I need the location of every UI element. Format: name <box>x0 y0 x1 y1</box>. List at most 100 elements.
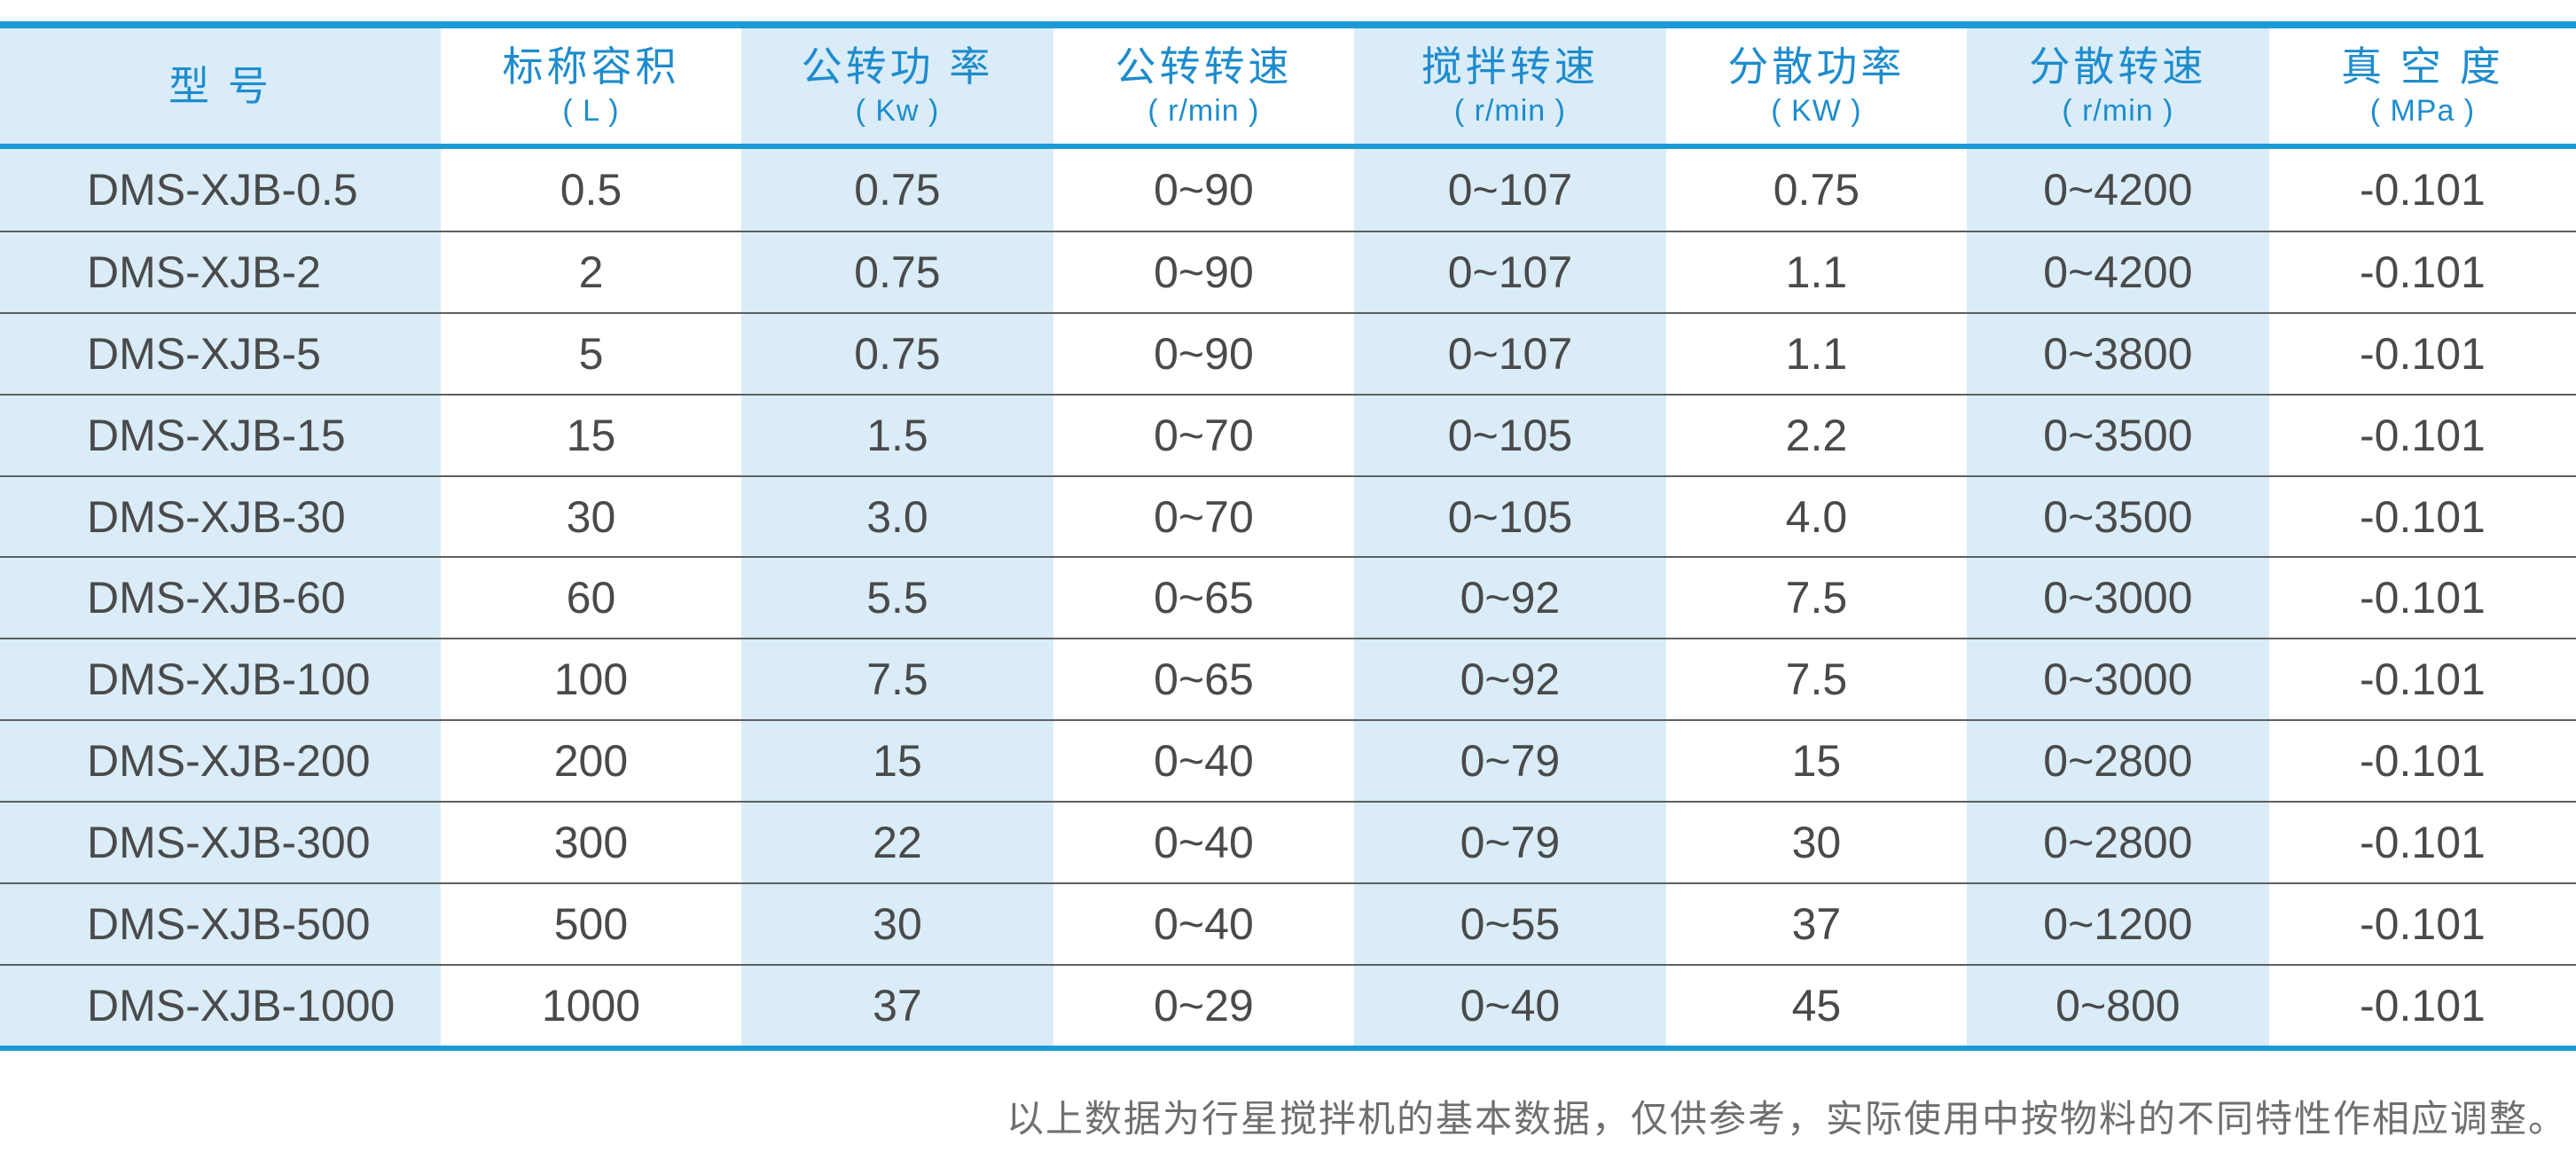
value-cell: 3.0 <box>740 476 1053 557</box>
value-cell: -0.101 <box>2268 231 2576 312</box>
value-cell: 1.5 <box>740 395 1053 475</box>
value-cell: 0~3000 <box>1966 558 2269 639</box>
value-cell: 0~3500 <box>1966 476 2269 557</box>
value-cell: 0~90 <box>1053 231 1354 312</box>
table-row: DMS-XJB-5 5 0.75 0~90 0~107 1.1 0~3800 -0.101 <box>0 311 2576 394</box>
value-cell: -0.101 <box>2268 965 2576 1046</box>
model-cell: DMS-XJB-200 <box>0 721 441 802</box>
column-title: 真 空 度 <box>2341 43 2504 90</box>
value-cell: 0~4200 <box>1966 149 2269 231</box>
value-cell: 0~70 <box>1053 476 1354 557</box>
value-cell: 7.5 <box>1665 639 1967 720</box>
value-cell: 0~4200 <box>1966 231 2269 312</box>
value-cell: -0.101 <box>2268 721 2576 802</box>
column-header-dispersion-power: 分散功率 ( KW ) <box>1665 28 1967 144</box>
value-cell: 0.5 <box>440 149 741 231</box>
value-cell: 2.2 <box>1665 395 1967 475</box>
value-cell: 0~107 <box>1353 231 1666 312</box>
value-cell: 60 <box>440 558 741 639</box>
spec-table: 型 号 标称容积 ( L ) 公转功 率 ( Kw ) 公转转速 ( r/min… <box>0 21 2576 1051</box>
table-row: DMS-XJB-100 100 7.5 0~65 0~92 7.5 0~3000 -0.101 <box>0 638 2576 720</box>
column-header-revolution-power: 公转功 率 ( Kw ) <box>740 28 1053 144</box>
value-cell: -0.101 <box>2268 803 2576 883</box>
column-header-revolution-speed: 公转转速 ( r/min ) <box>1053 28 1354 144</box>
model-cell: DMS-XJB-100 <box>0 639 441 720</box>
column-header-nominal-capacity: 标称容积 ( L ) <box>440 28 741 144</box>
value-cell: 0~3000 <box>1966 639 2269 720</box>
value-cell: 2 <box>440 231 741 312</box>
column-title: 标称容积 <box>502 43 680 90</box>
value-cell: 37 <box>1665 884 1967 964</box>
model-cell: DMS-XJB-500 <box>0 884 441 964</box>
value-cell: 15 <box>440 395 741 475</box>
value-cell: 0~40 <box>1053 803 1354 883</box>
value-cell: 1000 <box>440 965 741 1046</box>
column-title: 分散功率 <box>1727 43 1906 90</box>
value-cell: 0~90 <box>1053 313 1354 394</box>
value-cell: 1.1 <box>1665 313 1967 394</box>
value-cell: 0~2800 <box>1966 803 2269 883</box>
value-cell: 500 <box>440 884 741 964</box>
value-cell: 0.75 <box>740 313 1053 394</box>
value-cell: 30 <box>1665 803 1967 883</box>
value-cell: 30 <box>440 476 741 557</box>
value-cell: -0.101 <box>2268 395 2576 475</box>
value-cell: 0~40 <box>1053 721 1354 802</box>
value-cell: 0.75 <box>740 231 1053 312</box>
value-cell: 15 <box>740 721 1053 802</box>
value-cell: 37 <box>740 965 1053 1046</box>
value-cell: 5 <box>440 313 741 394</box>
value-cell: 0.75 <box>1665 149 1967 231</box>
value-cell: 0~3500 <box>1966 395 2269 475</box>
value-cell: 0~65 <box>1053 558 1354 639</box>
column-header-vacuum-degree: 真 空 度 ( MPa ) <box>2268 28 2576 144</box>
column-title: 分散转速 <box>2029 43 2207 90</box>
table-row: DMS-XJB-1000 1000 37 0~29 0~40 45 0~800 -0.101 <box>0 963 2576 1046</box>
model-cell: DMS-XJB-300 <box>0 803 441 883</box>
value-cell: 0~107 <box>1353 149 1666 231</box>
value-cell: 0~90 <box>1053 149 1354 231</box>
value-cell: -0.101 <box>2268 313 2576 394</box>
value-cell: 0~92 <box>1353 558 1666 639</box>
table-row: DMS-XJB-30 30 3.0 0~70 0~105 4.0 0~3500 -0.101 <box>0 474 2576 557</box>
value-cell: 7.5 <box>1665 558 1967 639</box>
value-cell: 200 <box>440 721 741 802</box>
value-cell: 0~65 <box>1053 639 1354 720</box>
column-unit: ( r/min ) <box>2062 93 2174 128</box>
model-cell: DMS-XJB-60 <box>0 558 441 639</box>
value-cell: -0.101 <box>2268 476 2576 557</box>
value-cell: 0~55 <box>1353 884 1666 964</box>
value-cell: -0.101 <box>2268 884 2576 964</box>
table-row: DMS-XJB-0.5 0.5 0.75 0~90 0~107 0.75 0~4200 -0.… <box>0 149 2576 231</box>
value-cell: 0~29 <box>1053 965 1354 1046</box>
table-row: DMS-XJB-300 300 22 0~40 0~79 30 0~2800 -0.101 <box>0 801 2576 883</box>
value-cell: 0~2800 <box>1966 721 2269 802</box>
value-cell: 300 <box>440 803 741 883</box>
value-cell: 0~92 <box>1353 639 1666 720</box>
column-unit: ( L ) <box>562 93 620 128</box>
table-row: DMS-XJB-60 60 5.5 0~65 0~92 7.5 0~3000 -0.101 <box>0 556 2576 639</box>
value-cell: 45 <box>1665 965 1967 1046</box>
table-row: DMS-XJB-200 200 15 0~40 0~79 15 0~2800 -0.101 <box>0 719 2576 802</box>
value-cell: 0~40 <box>1353 965 1666 1046</box>
column-title: 搅拌转速 <box>1421 43 1599 90</box>
column-title: 公转功 率 <box>801 43 994 90</box>
table-row: DMS-XJB-2 2 0.75 0~90 0~107 1.1 0~4200 -0.101 <box>0 230 2576 312</box>
value-cell: 100 <box>440 639 741 720</box>
value-cell: 0~79 <box>1353 721 1666 802</box>
column-unit: ( KW ) <box>1771 93 1862 128</box>
model-cell: DMS-XJB-2 <box>0 231 441 312</box>
column-unit: ( r/min ) <box>1453 93 1566 128</box>
value-cell: 15 <box>1665 721 1967 802</box>
value-cell: 0~800 <box>1966 965 2269 1046</box>
column-title: 公转转速 <box>1115 43 1293 90</box>
value-cell: 30 <box>740 884 1053 964</box>
value-cell: 0.75 <box>740 149 1053 231</box>
column-title: 型 号 <box>168 62 272 109</box>
table-row: DMS-XJB-15 15 1.5 0~70 0~105 2.2 0~3500 -0.101 <box>0 393 2576 475</box>
value-cell: 0~105 <box>1353 395 1666 475</box>
value-cell: -0.101 <box>2268 558 2576 639</box>
footer-note: 以上数据为行星搅拌机的基本数据，仅供参考，实际使用中按物料的不同特性作相应调整。 <box>1006 1097 2567 1140</box>
column-unit: ( r/min ) <box>1147 93 1260 128</box>
